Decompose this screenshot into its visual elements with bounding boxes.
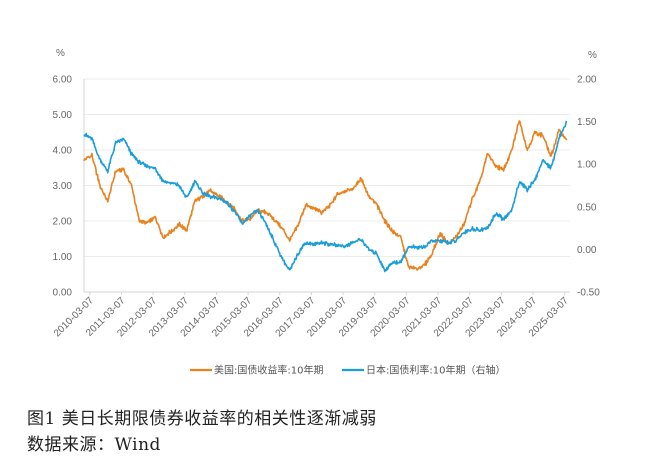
right-tick-label-1: 0.00 <box>577 245 597 256</box>
right-tick-label-5: 2.00 <box>577 75 597 86</box>
series-lines <box>83 120 568 273</box>
left-tick-label-4: 4.00 <box>53 146 73 157</box>
series-line-jp <box>83 120 568 273</box>
legend-label-us: 美国:国债收益率:10年期 <box>214 364 323 377</box>
right-tick-label-0: -0.50 <box>577 288 600 299</box>
left-axis-unit: % <box>56 48 65 59</box>
left-tick-label-0: 0.00 <box>53 288 73 299</box>
series-line-us <box>83 120 568 271</box>
legend-label-jp: 日本:国债利率:10年期（右轴） <box>366 364 505 377</box>
right-tick-label-2: 0.50 <box>577 202 597 213</box>
right-tick-label-3: 1.00 <box>577 160 597 171</box>
right-axis-unit: % <box>588 50 597 61</box>
left-tick-label-6: 6.00 <box>53 75 73 86</box>
legend: 美国:国债收益率:10年期 日本:国债利率:10年期（右轴） <box>190 364 505 377</box>
left-tick-label-3: 3.00 <box>53 181 73 192</box>
right-tick-label-4: 1.50 <box>577 117 597 128</box>
left-tick-label-1: 1.00 <box>53 252 73 263</box>
left-tick-label-5: 5.00 <box>53 110 73 121</box>
figure-caption: 图1 美日长期限债券收益率的相关性逐渐减弱 <box>27 409 377 429</box>
yield-chart: 0.00 1.00 2.00 3.00 4.00 5.00 6.00 -0.50 0.00 0.5… <box>52 48 600 377</box>
source-note: 数据来源：Wind <box>27 435 161 455</box>
grid-lines <box>84 78 570 293</box>
left-tick-label-2: 2.00 <box>53 217 73 228</box>
